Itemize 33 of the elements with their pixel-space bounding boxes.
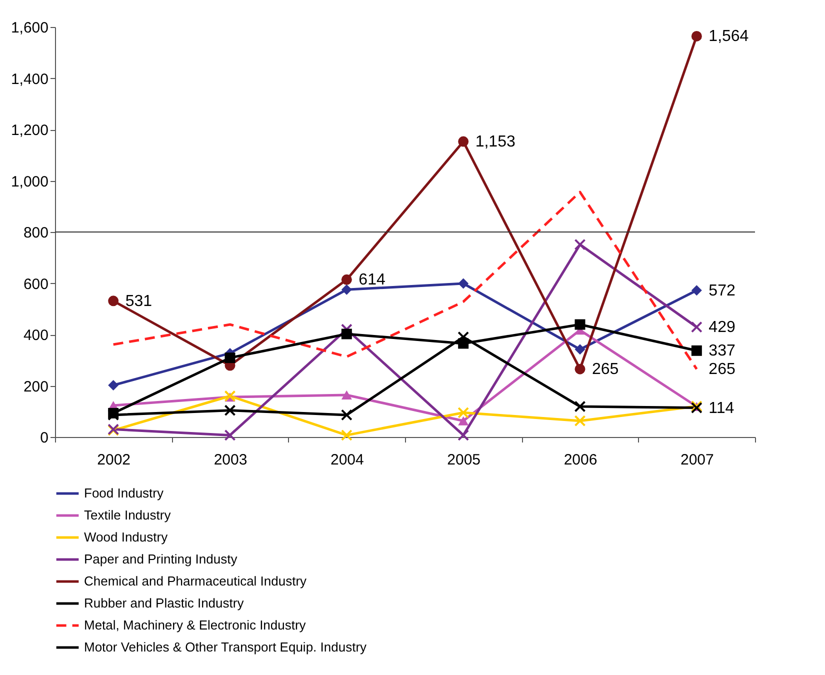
legend-label: Textile Industry bbox=[84, 508, 172, 522]
y-tick-label: 1,200 bbox=[10, 122, 48, 139]
x-tick-label: 2007 bbox=[680, 452, 714, 468]
data-label: 429 bbox=[708, 319, 736, 336]
y-tick-label: 400 bbox=[23, 327, 48, 344]
data-label: 114 bbox=[708, 400, 734, 417]
y-tick-label: 200 bbox=[23, 378, 48, 396]
data-label: 614 bbox=[358, 272, 386, 289]
legend-label: Wood Industry bbox=[84, 530, 168, 544]
y-tick-label: 1,400 bbox=[10, 70, 48, 88]
legend-label: Food Industry bbox=[84, 486, 164, 500]
legend-label: Chemical and Pharmaceutical Industry bbox=[84, 574, 308, 588]
y-tick-label: 600 bbox=[23, 276, 48, 293]
legend-label: Rubber and Plastic Industry bbox=[84, 596, 244, 610]
data-label: 265 bbox=[708, 361, 736, 378]
data-label: 1,153 bbox=[475, 134, 516, 151]
data-label: 531 bbox=[125, 292, 152, 310]
y-tick-label: 0 bbox=[40, 430, 48, 446]
data-label: 265 bbox=[592, 361, 619, 378]
legend-label: Motor Vehicles & Other Transport Equip. Industry bbox=[84, 640, 368, 654]
data-label: 337 bbox=[708, 342, 736, 360]
legend-label: Paper and Printing Industy bbox=[84, 552, 238, 566]
legend-label: Metal, Machinery & Electronic Industry bbox=[84, 618, 306, 632]
y-tick-label: 1,000 bbox=[10, 173, 48, 190]
y-tick-label: 1,600 bbox=[10, 20, 48, 36]
data-label: 572 bbox=[708, 282, 736, 300]
x-tick-label: 2002 bbox=[97, 452, 131, 468]
x-tick-label: 2005 bbox=[447, 452, 481, 468]
data-label: 1,564 bbox=[708, 28, 749, 46]
y-tick-label: 800 bbox=[23, 224, 48, 242]
x-tick-label: 2003 bbox=[214, 452, 248, 468]
x-tick-label: 2006 bbox=[564, 452, 598, 468]
x-tick-label: 2004 bbox=[330, 452, 364, 468]
